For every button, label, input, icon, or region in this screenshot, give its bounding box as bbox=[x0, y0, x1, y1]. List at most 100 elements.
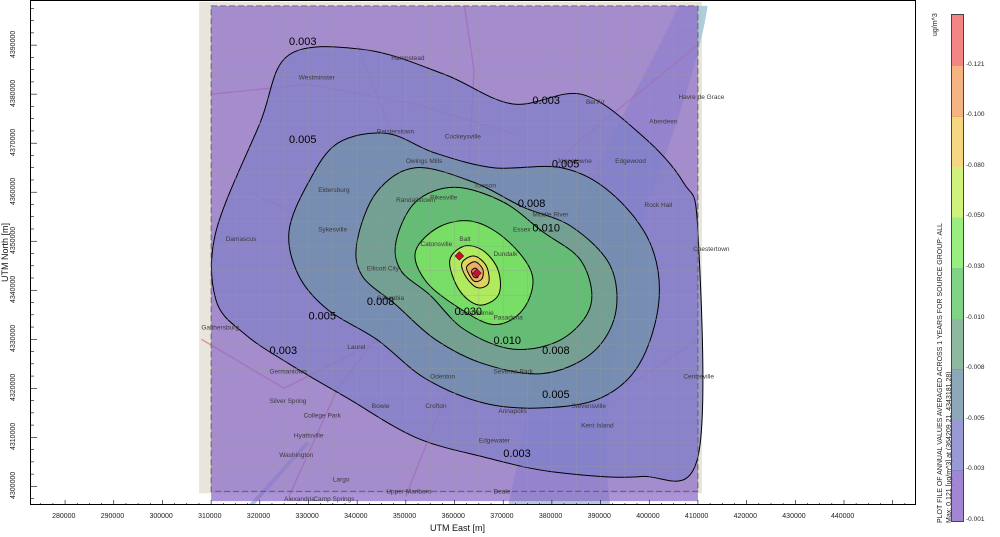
colorbar-band bbox=[952, 419, 963, 471]
map-place-label: Middle River bbox=[532, 212, 569, 219]
map-place-label: Chestertown bbox=[693, 246, 730, 253]
contour-label: 0.003 bbox=[270, 345, 298, 357]
map-place-label: Largo bbox=[333, 476, 350, 483]
y-tick-label: 4320000 bbox=[10, 374, 17, 402]
map-place-label: Dundalk bbox=[493, 251, 518, 258]
map-place-label: Joppatowne bbox=[557, 158, 592, 165]
contour-label: 0.003 bbox=[289, 36, 317, 48]
contour-label: 0.005 bbox=[542, 389, 570, 401]
contour-label: 0.003 bbox=[503, 448, 531, 460]
map-place-label: Stevensville bbox=[571, 403, 606, 410]
contour-label: 0.005 bbox=[289, 134, 317, 146]
x-tick-label: 430000 bbox=[782, 513, 806, 520]
colorbar-tick-label: -0.010 bbox=[966, 313, 985, 321]
map-place-label: Silver Spring bbox=[270, 398, 307, 405]
contour-label: 0.010 bbox=[532, 222, 560, 234]
map-place-label: Washington bbox=[279, 452, 313, 459]
x-tick-label: 300000 bbox=[149, 513, 173, 520]
colorbar-band bbox=[952, 65, 963, 117]
contour-label: 0.008 bbox=[518, 198, 546, 210]
colorbar-band bbox=[952, 318, 963, 370]
map-place-label: Reisterstown bbox=[377, 128, 415, 135]
y-tick-label: 4300000 bbox=[10, 472, 17, 500]
grid-boundary bbox=[210, 5, 699, 492]
map-place-label: Towson bbox=[474, 182, 496, 189]
y-tick-label: 4330000 bbox=[10, 325, 17, 353]
colorbar-band bbox=[952, 369, 963, 421]
y-tick-label: 4390000 bbox=[10, 30, 17, 59]
map-place-label: Catonsville bbox=[420, 241, 452, 248]
map-place-label: College Park bbox=[304, 413, 342, 420]
map-place-label: Aberdeen bbox=[649, 119, 678, 126]
colorbar-tick-label: -0.008 bbox=[966, 364, 985, 372]
map-place-label: Kent Island bbox=[581, 423, 614, 430]
x-tick-label: 290000 bbox=[100, 513, 125, 520]
x-tick-label: 320000 bbox=[246, 513, 271, 520]
contour-label: 0.008 bbox=[367, 296, 395, 308]
colorbar-tick-label: -0.005 bbox=[966, 414, 985, 422]
plot-title: PLOT FILE OF ANNUAL VALUES AVERAGED ACRO… bbox=[937, 223, 944, 523]
colorbar-band bbox=[952, 166, 963, 218]
map-place-label: Severna Park bbox=[493, 369, 533, 376]
x-tick-label: 360000 bbox=[441, 513, 465, 520]
map-place-label: Edgewater bbox=[479, 437, 511, 444]
x-tick-label: 410000 bbox=[684, 513, 709, 520]
map-place-label: Hampstead bbox=[391, 55, 425, 62]
map-place-label: Hyattsville bbox=[294, 432, 324, 439]
colorbar-tick-label: -0.100 bbox=[966, 111, 985, 119]
contour-label: 0.005 bbox=[552, 159, 580, 171]
map-place-label: Cockeysville bbox=[445, 133, 482, 140]
map-place-label: Columbia bbox=[377, 295, 405, 302]
contour-label: 0.008 bbox=[542, 345, 570, 357]
x-tick-label: 390000 bbox=[587, 513, 611, 520]
colorbar-band bbox=[952, 116, 963, 168]
colorbar-band bbox=[952, 217, 963, 269]
colorbar-band bbox=[952, 268, 963, 320]
map-place-label: Upper Marlboro bbox=[386, 489, 432, 496]
x-tick-label: 380000 bbox=[538, 513, 563, 520]
x-tick-label: 370000 bbox=[490, 513, 514, 520]
map-place-label: Annapolis bbox=[498, 408, 527, 415]
contour-label: 0.005 bbox=[308, 311, 336, 323]
y-tick-label: 4380000 bbox=[10, 79, 17, 108]
x-tick-label: 440000 bbox=[830, 513, 855, 520]
y-axis-ticks bbox=[31, 8, 37, 499]
x-tick-label: 310000 bbox=[198, 513, 222, 520]
contour-label: 0.010 bbox=[493, 335, 521, 347]
map-place-label: Gaithersburg bbox=[201, 324, 239, 331]
x-tick-label: 280000 bbox=[52, 513, 76, 520]
map-place-label: Balt bbox=[459, 236, 470, 243]
colorbar-tick-label: -0.003 bbox=[966, 465, 985, 473]
map-place-label: Glen Burnie bbox=[459, 310, 494, 317]
x-tick-label: 330000 bbox=[295, 513, 319, 520]
map-place-label: Pikesville bbox=[430, 195, 457, 202]
colorbar-tick-label: -0.121 bbox=[966, 60, 985, 68]
y-tick-label: 4340000 bbox=[10, 276, 17, 304]
colorbar-tick-label: -0.080 bbox=[966, 161, 985, 169]
source-marker bbox=[472, 268, 482, 278]
x-axis-title: UTM East [m] bbox=[430, 523, 486, 533]
map-place-label: Deale bbox=[493, 489, 510, 496]
receptor-grid bbox=[210, 5, 699, 492]
map-place-label: Bel Air bbox=[586, 99, 606, 106]
colorbar-tick-label: -0.050 bbox=[966, 212, 985, 220]
source-marker bbox=[454, 251, 465, 261]
contour-label: 0.030 bbox=[455, 306, 483, 318]
x-tick-label: 400000 bbox=[636, 513, 660, 520]
map-place-label: Laurel bbox=[347, 344, 366, 351]
map-place-label: Rock Hall bbox=[644, 202, 672, 209]
contour-label: 0.003 bbox=[532, 95, 560, 107]
map-place-label: Odenton bbox=[430, 374, 455, 381]
map-place-label: Westminster bbox=[299, 74, 336, 81]
x-tick-label: 340000 bbox=[344, 513, 368, 520]
map-place-label: Centreville bbox=[683, 374, 714, 381]
contour-layer bbox=[210, 5, 704, 502]
map-place-label: Eldersburg bbox=[318, 187, 350, 194]
map-place-label: Havre de Grace bbox=[678, 94, 724, 101]
y-tick-label: 4310000 bbox=[10, 423, 17, 451]
y-axis-title: UTM North [m] bbox=[0, 222, 10, 282]
map-plot-area[interactable]: Washington Annapolis Laurel Gaithersburg Ale… bbox=[30, 0, 916, 505]
contour-map-svg: Washington Annapolis Laurel Gaithersburg Ale… bbox=[31, 1, 906, 504]
x-tick-label: 420000 bbox=[733, 513, 757, 520]
map-place-label: Camp Springs bbox=[313, 496, 355, 503]
